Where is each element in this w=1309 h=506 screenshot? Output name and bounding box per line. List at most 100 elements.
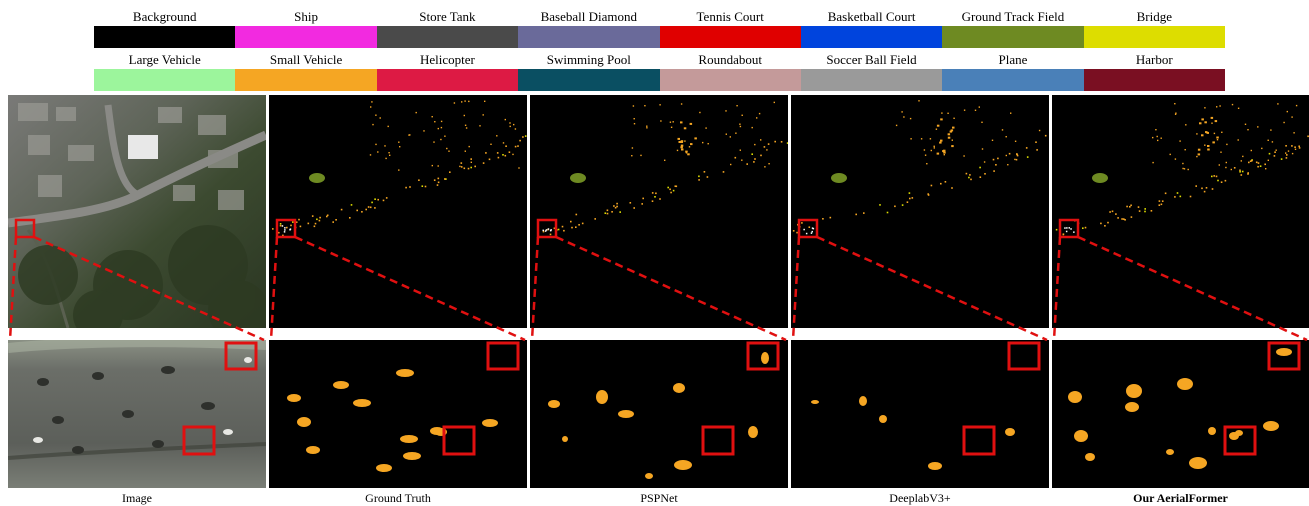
vehicle-pixel — [616, 205, 618, 208]
legend-swatch — [235, 69, 377, 91]
vehicle-pixel — [519, 139, 521, 142]
vehicle-pixel — [1298, 145, 1300, 148]
vehicle-pixel — [680, 141, 683, 143]
vehicle-pixel — [1007, 164, 1009, 166]
highlight-box — [701, 425, 735, 456]
vehicle-pixel — [437, 181, 440, 184]
vehicle-pixel — [470, 166, 472, 169]
vehicle-pixel — [687, 153, 690, 156]
vehicle-pixel — [805, 232, 808, 235]
legend-item: Basketball Court — [800, 8, 943, 48]
vehicle-pixel — [680, 121, 683, 124]
vehicle-pixel — [796, 231, 798, 234]
vehicle-pixel — [684, 140, 686, 142]
vehicle-pixel — [1231, 103, 1234, 106]
vehicle-pixel — [1176, 192, 1179, 194]
vehicle-pixel — [690, 143, 693, 146]
vehicle-pixel — [1164, 192, 1167, 195]
legend-swatch — [235, 26, 377, 48]
vehicle-pixel — [311, 215, 314, 217]
vehicle-pixel — [1264, 163, 1266, 166]
vehicle-pixel — [803, 228, 805, 231]
vehicle-pixel — [909, 197, 911, 200]
vehicle-pixel — [1225, 161, 1227, 164]
vehicle-pixel — [1100, 222, 1102, 225]
vehicle-pixel — [388, 152, 390, 154]
legend-label: Store Tank — [419, 9, 476, 24]
vehicle-pixel — [1001, 129, 1004, 131]
vehicle-pixel — [698, 179, 700, 181]
vehicle-pixel — [735, 132, 737, 134]
vehicle-pixel — [313, 225, 316, 228]
vehicle-pixel — [1130, 216, 1133, 218]
vehicle-pixel — [918, 100, 920, 102]
legend-swatch — [1083, 69, 1225, 91]
vehicle-pixel — [1158, 200, 1161, 202]
vehicle-pixel — [670, 191, 672, 194]
vehicle-pixel — [992, 158, 995, 161]
vehicle-pixel — [1117, 217, 1119, 219]
legend-swatch — [942, 26, 1084, 48]
vehicle-pixel — [379, 117, 381, 119]
vehicle-pixel — [1195, 185, 1197, 187]
vehicle-pixel — [453, 102, 456, 104]
vehicle-pixel — [1179, 140, 1181, 142]
vehicle-pixel — [924, 154, 927, 156]
vehicle-pixel — [1220, 151, 1222, 153]
vehicle-pixel — [370, 106, 372, 108]
vehicle-pixel — [1257, 165, 1259, 168]
legend-swatch — [376, 26, 519, 48]
vehicle-pixel — [1169, 153, 1171, 156]
vehicle-pixel — [482, 162, 485, 164]
vehicle-segment — [859, 396, 867, 406]
vehicle-pixel — [939, 141, 942, 144]
legend-label: Roundabout — [698, 52, 762, 67]
vehicle-segment — [482, 419, 498, 427]
vehicle-pixel — [970, 178, 972, 181]
vehicle-pixel — [606, 209, 609, 212]
vehicle-pixel — [829, 216, 832, 219]
vehicle-pixel — [292, 221, 294, 223]
vehicle-pixel — [768, 163, 770, 165]
vehicle-segment — [400, 435, 418, 443]
ground-truth-map-panel — [269, 95, 527, 328]
vehicle-pixel — [1241, 170, 1244, 173]
vehicle-pixel — [660, 120, 662, 122]
vehicle-pixel — [1275, 149, 1277, 151]
vehicle-segment — [596, 390, 608, 404]
vehicle-pixel — [350, 204, 353, 206]
vehicle-pixel — [1233, 167, 1236, 169]
vehicle-pixel — [470, 161, 472, 163]
vehicle-pixel — [1257, 162, 1260, 164]
vehicle-pixel — [436, 184, 439, 186]
vehicle-pixel — [496, 135, 498, 137]
vehicle-pixel — [1055, 228, 1058, 231]
legend-label: Tennis Court — [696, 9, 764, 24]
vehicle-pixel — [1070, 228, 1072, 230]
vehicle-pixel — [1179, 195, 1182, 198]
vehicle-pixel — [786, 142, 788, 144]
vehicle-pixel — [725, 110, 727, 112]
vehicle-pixel — [282, 234, 284, 237]
vehicle-pixel — [553, 227, 556, 230]
vehicle-pixel — [940, 182, 942, 185]
vehicle-pixel — [670, 126, 673, 128]
vehicle-segment — [1125, 402, 1139, 412]
vehicle-pixel — [936, 124, 940, 127]
vehicle-segment — [1068, 391, 1082, 403]
vehicle-segment — [879, 415, 887, 423]
vehicle-pixel — [655, 192, 657, 195]
vehicle-pixel — [629, 202, 632, 204]
vehicle-pixel — [474, 165, 476, 168]
legend-label: Background — [132, 9, 197, 24]
vehicle-pixel — [659, 198, 661, 200]
vehicle-pixel — [1124, 219, 1126, 221]
vehicle-pixel — [1249, 160, 1252, 162]
vehicle-pixel — [680, 103, 683, 105]
vehicle-pixel — [547, 228, 550, 230]
vehicle-pixel — [1213, 175, 1215, 177]
vehicle-pixel — [722, 171, 725, 173]
vehicle-pixel — [1215, 175, 1218, 178]
vehicle-pixel — [1201, 134, 1204, 137]
vehicle-pixel — [1261, 147, 1263, 150]
